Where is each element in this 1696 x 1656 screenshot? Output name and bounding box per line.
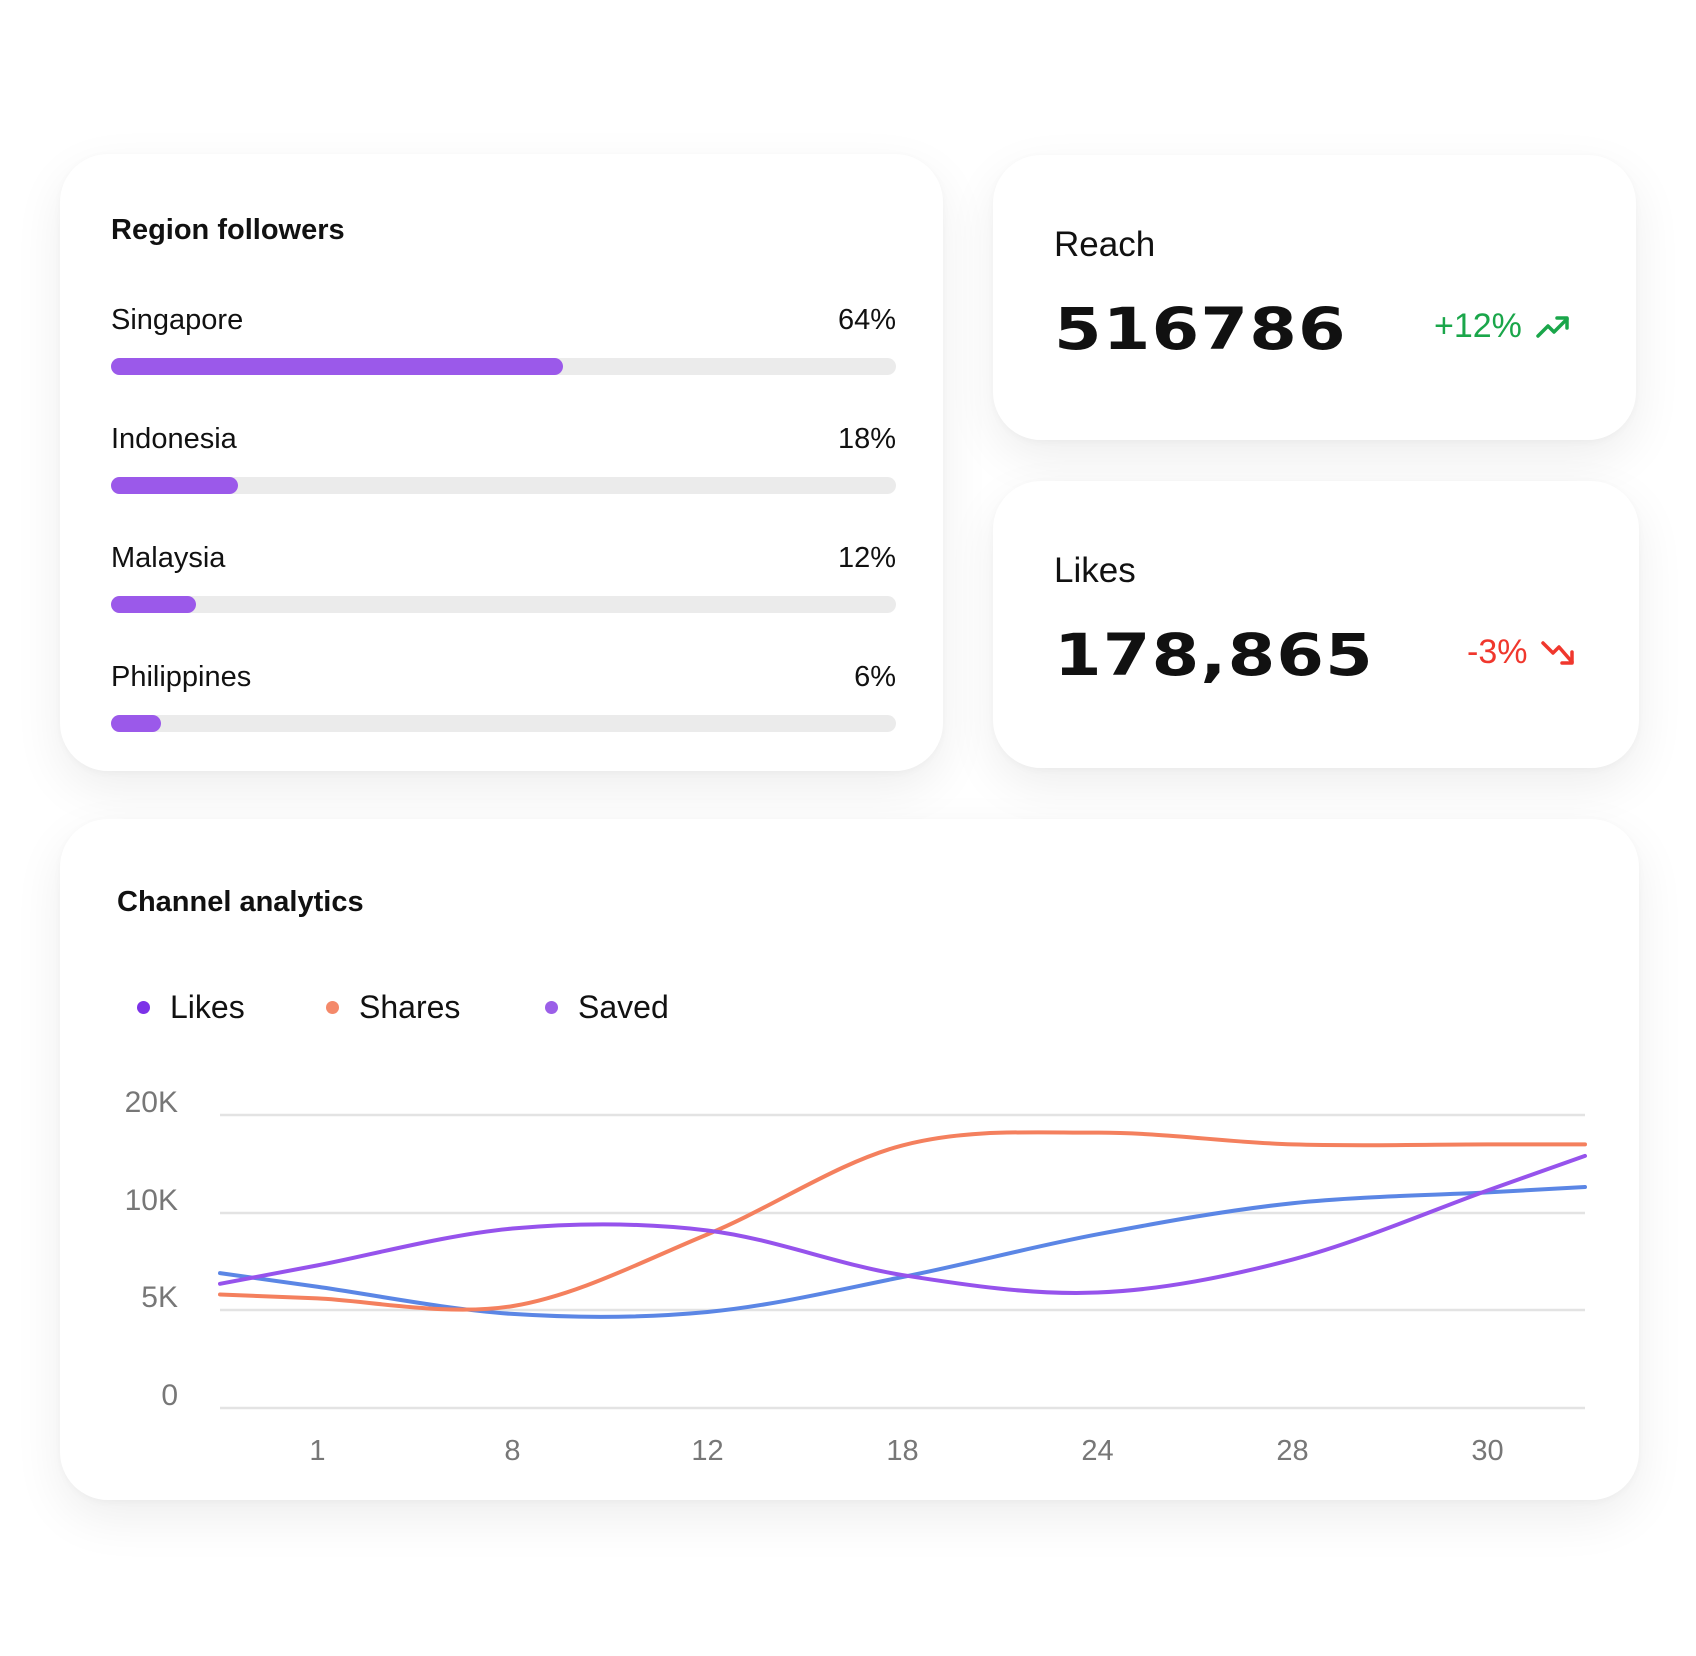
region-followers-card: Region followers Singapore 64% Indonesia… (60, 154, 943, 771)
legend-dot (545, 1001, 558, 1014)
reach-value: 516786 (1054, 295, 1347, 363)
series-line-0 (218, 1185, 1587, 1319)
y-tick-label: 10K (125, 1184, 178, 1217)
x-tick-label: 12 (691, 1435, 723, 1467)
x-tick-label: 28 (1276, 1435, 1308, 1467)
region-name: Indonesia (111, 423, 237, 455)
x-tick-label: 1 (309, 1435, 325, 1467)
legend-dot (137, 1001, 150, 1014)
region-name: Philippines (111, 661, 252, 693)
region-percent: 64% (837, 304, 896, 336)
progress-fill (111, 715, 162, 732)
x-tick-label: 8 (504, 1435, 520, 1467)
reach-card: Reach 516786 +12% (993, 155, 1636, 440)
likes-change: -3% (1467, 633, 1575, 672)
progress-fill (111, 358, 564, 375)
likes-card: Likes 178,865 -3% (993, 481, 1639, 768)
legend-item-saved: Saved (545, 989, 669, 1026)
progress-fill (111, 596, 196, 613)
legend-item-likes: Likes (137, 989, 245, 1026)
region-percent: 18% (837, 423, 896, 455)
trending-up-icon (1536, 315, 1569, 338)
x-tick-label: 24 (1081, 1435, 1113, 1467)
trending-down-icon (1541, 640, 1575, 665)
likes-label: Likes (1054, 551, 1136, 590)
channel-analytics-card: Channel analytics Likes Shares Saved 20K… (60, 819, 1639, 1500)
progress-track (111, 477, 896, 494)
y-tick-label: 5K (141, 1281, 178, 1314)
x-tick-label: 30 (1471, 1435, 1503, 1467)
reach-change-text: +12% (1434, 307, 1522, 345)
legend-label: Shares (359, 989, 461, 1025)
legend-dot (326, 1001, 339, 1014)
region-followers-title: Region followers (111, 214, 345, 246)
progress-track (111, 715, 896, 732)
series-line-2 (218, 1153, 1587, 1295)
y-tick-label: 0 (161, 1379, 178, 1412)
reach-change: +12% (1434, 307, 1570, 346)
series-line-1 (218, 1130, 1587, 1312)
likes-value: 178,865 (1054, 621, 1374, 689)
region-name: Malaysia (111, 542, 226, 574)
progress-fill (111, 477, 239, 494)
legend-label: Likes (170, 989, 245, 1025)
chart-title: Channel analytics (117, 886, 364, 918)
region-name: Singapore (111, 304, 244, 336)
legend-item-shares: Shares (326, 989, 460, 1026)
progress-track (111, 358, 896, 375)
legend-label: Saved (578, 989, 669, 1025)
reach-label: Reach (1054, 225, 1156, 264)
y-tick-label: 20K (125, 1086, 178, 1119)
region-percent: 6% (854, 661, 896, 693)
progress-track (111, 596, 896, 613)
x-tick-label: 18 (886, 1435, 918, 1467)
region-percent: 12% (837, 542, 896, 574)
likes-change-text: -3% (1467, 633, 1528, 671)
